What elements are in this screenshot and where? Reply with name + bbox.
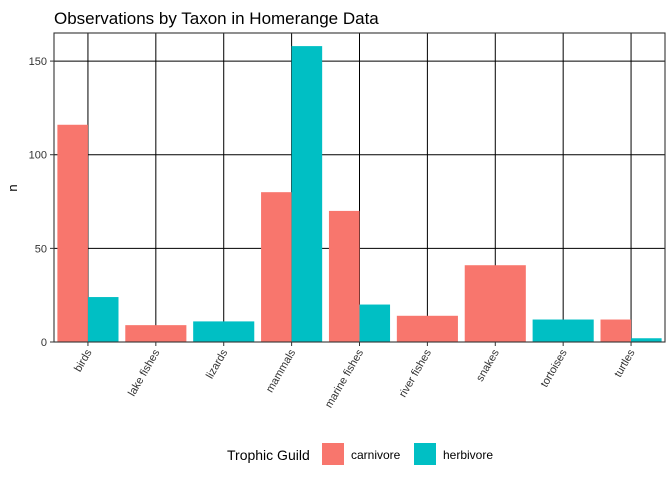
bars bbox=[57, 46, 662, 342]
legend-key-carnivore bbox=[322, 443, 344, 465]
y-tick-label: 0 bbox=[41, 337, 47, 349]
legend-title: Trophic Guild bbox=[227, 447, 310, 463]
x-tick-label: turtles bbox=[612, 347, 638, 379]
bar-herbivore bbox=[291, 46, 323, 342]
bar-herbivore bbox=[631, 338, 662, 342]
x-tick-label: tortoises bbox=[539, 347, 570, 389]
legend-label-carnivore: carnivore bbox=[351, 448, 401, 462]
legend: Trophic Guild carnivore herbivore bbox=[227, 443, 493, 465]
bar-carnivore bbox=[464, 265, 526, 342]
x-tick-label: lizards bbox=[204, 347, 231, 381]
chart-title: Observations by Taxon in Homerange Data bbox=[54, 9, 379, 28]
bar-herbivore bbox=[87, 297, 119, 342]
bar-carnivore bbox=[396, 315, 458, 342]
bar-herbivore bbox=[193, 321, 255, 342]
y-tick-label: 50 bbox=[35, 243, 47, 255]
x-tick-label: mammals bbox=[264, 347, 298, 395]
y-tick-label: 100 bbox=[29, 150, 47, 162]
x-axis-ticks: birds lake fishes lizards mammals marine fis… bbox=[72, 342, 638, 410]
legend-label-herbivore: herbivore bbox=[443, 448, 493, 462]
y-axis-ticks: 0 50 100 150 bbox=[29, 56, 54, 349]
legend-key-herbivore bbox=[414, 443, 436, 465]
bar-herbivore bbox=[532, 319, 594, 342]
bar-carnivore bbox=[125, 325, 187, 342]
y-tick-label: 150 bbox=[29, 56, 47, 68]
x-tick-label: birds bbox=[72, 347, 95, 374]
x-tick-label: marine fishes bbox=[323, 347, 366, 410]
bar-carnivore bbox=[600, 319, 632, 342]
bar-carnivore bbox=[57, 124, 88, 342]
x-tick-label: snakes bbox=[474, 347, 502, 384]
y-axis-label: n bbox=[5, 184, 20, 191]
bar-carnivore bbox=[261, 192, 292, 342]
x-tick-label: river fishes bbox=[397, 347, 434, 399]
bar-herbivore bbox=[359, 304, 391, 342]
bar-carnivore bbox=[328, 210, 360, 342]
x-tick-label: lake fishes bbox=[126, 347, 163, 398]
